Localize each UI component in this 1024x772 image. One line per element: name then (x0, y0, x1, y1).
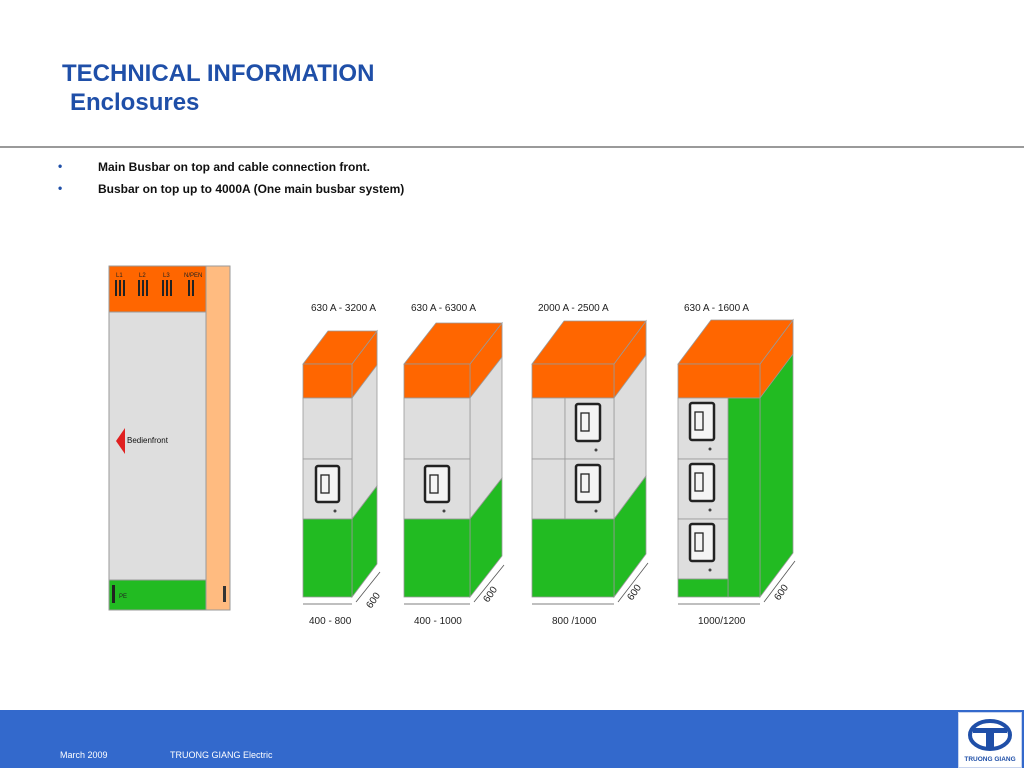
breaker-icon (574, 463, 602, 504)
phase-label-npen: N/PEN (184, 273, 202, 279)
front-label: Bedienfront (127, 436, 169, 445)
bullet-item: • Main Busbar on top and cable connection… (58, 159, 404, 182)
pe-bar (112, 585, 115, 603)
breaker-icon (688, 401, 716, 442)
cabinet-1: 630 A - 3200 A 400 - 800 600 (302, 303, 383, 627)
cabinet-rating: 630 A - 1600 A (684, 303, 749, 314)
width-dimension: 800 /1000 (552, 616, 597, 627)
bullet-text: Busbar on top up to 4000A (One main busb… (98, 182, 405, 196)
bullet-text: Main Busbar on top and cable connection … (98, 160, 371, 174)
phase-label-l1: L1 (116, 273, 123, 279)
side-view-diagram: L1 L2 L3 N/PEN PE Bedienfront (108, 265, 231, 611)
slide-title: TECHNICAL INFORMATION Enclosures (62, 59, 374, 117)
cabinet-4: 630 A - 1600 A 1000/1200 600 (677, 303, 796, 627)
cabinet-3: 2000 A - 2500 A 800 /1000 600 (531, 303, 649, 627)
breaker-icon (314, 464, 341, 504)
breaker-icon (688, 462, 716, 503)
width-dimension: 1000/1200 (698, 616, 746, 627)
width-dimension: 400 - 800 (309, 616, 352, 627)
depth-dimension: 600 (625, 582, 644, 602)
phase-label-l3: L3 (163, 273, 170, 279)
footer-date: March 2009 (60, 750, 108, 760)
footer-bar: March 2009 TRUONG GIANG Electric (0, 710, 1024, 768)
side-body (108, 265, 207, 611)
title-divider (0, 146, 1024, 148)
pe-compartment (108, 579, 207, 611)
breaker-icon (423, 464, 451, 504)
breaker-icon (688, 522, 716, 563)
door-handle (223, 586, 226, 602)
busbar-front (531, 363, 615, 399)
title-main: TECHNICAL INFORMATION (62, 60, 375, 87)
logo-text: TRUONG GIANG (964, 756, 1015, 763)
busbar-bars-icon (115, 280, 194, 296)
cabinet-rating: 2000 A - 2500 A (538, 303, 609, 314)
title-sub: Enclosures (70, 89, 200, 116)
busbar-front (302, 363, 353, 399)
bullet-dot-icon: • (58, 159, 63, 173)
cabinet-rating: 630 A - 6300 A (411, 303, 476, 314)
footer-company: TRUONG GIANG Electric (170, 750, 273, 760)
company-logo: TRUONG GIANG (958, 712, 1022, 768)
depth-dimension: 600 (481, 584, 500, 604)
bullet-item: • Busbar on top up to 4000A (One main bus… (58, 181, 405, 204)
depth-dimension: 600 (364, 590, 383, 610)
side-door-panel (205, 265, 231, 611)
logo-emblem-icon: TRUONG GIANG (964, 719, 1016, 763)
depth-dimension: 600 (772, 582, 791, 602)
busbar-front (677, 363, 761, 399)
busbar-front (403, 363, 471, 399)
pe-label: PE (119, 594, 127, 600)
front-arrow-icon (116, 428, 125, 454)
bullet-dot-icon: • (58, 181, 63, 195)
width-dimension: 400 - 1000 (414, 616, 462, 627)
phase-label-l2: L2 (139, 273, 146, 279)
bullet-list: • Main Busbar on top and cable connection… (58, 159, 405, 204)
breaker-icon (574, 402, 602, 443)
cabinet-rating: 630 A - 3200 A (311, 303, 376, 314)
cabinet-2: 630 A - 6300 A 400 - 1000 600 (403, 303, 505, 627)
